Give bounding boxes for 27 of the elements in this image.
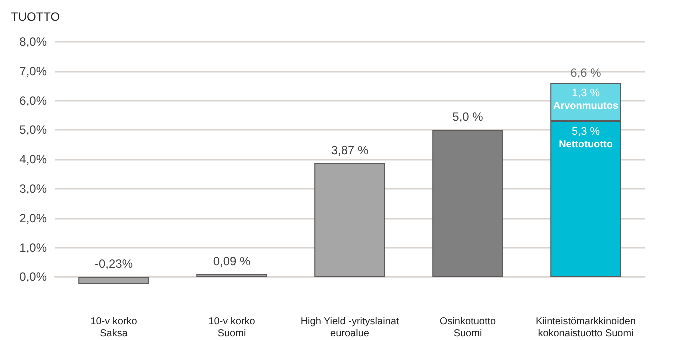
x-tick-label: High Yield -yrityslainat euroalue	[300, 316, 400, 340]
data-label: 3,87 %	[331, 143, 370, 158]
x-tick-label: Osinkotuotto Suomi	[440, 316, 497, 340]
bar	[314, 163, 386, 278]
data-label: 5,3 %	[572, 126, 600, 138]
y-tick-label: 5,0%	[20, 123, 48, 138]
data-label: -0,23%	[94, 257, 134, 272]
y-tick-label: 2,0%	[20, 211, 48, 226]
series-label: Nettotuotto	[559, 139, 613, 150]
total-label: 6,6 %	[570, 66, 602, 80]
series-label: Arvonmuutos	[554, 101, 619, 112]
x-tick-label: Kiinteistömarkkinoiden kokonaistuotto Suomi	[536, 316, 636, 340]
x-tick-label: 10-v korko Suomi	[208, 316, 256, 340]
x-tick-label: 10-v korko Saksa	[90, 316, 138, 340]
y-tick-label: 1,0%	[20, 240, 48, 255]
data-label: 0,09 %	[213, 254, 252, 269]
bar	[432, 130, 504, 278]
y-tick-label: 8,0%	[20, 35, 48, 49]
y-axis-title: TUOTTO	[11, 10, 60, 24]
y-tick-label: 3,0%	[20, 182, 48, 196]
y-tick-label: 7,0%	[20, 64, 48, 78]
bar	[78, 277, 150, 284]
y-tick-label: 0,0%	[20, 270, 48, 284]
data-label: 5,0 %	[452, 110, 484, 124]
y-tick-label: 4,0%	[20, 152, 48, 167]
data-label: 1,3 %	[572, 88, 600, 100]
y-tick-label: 6,0%	[20, 94, 48, 108]
